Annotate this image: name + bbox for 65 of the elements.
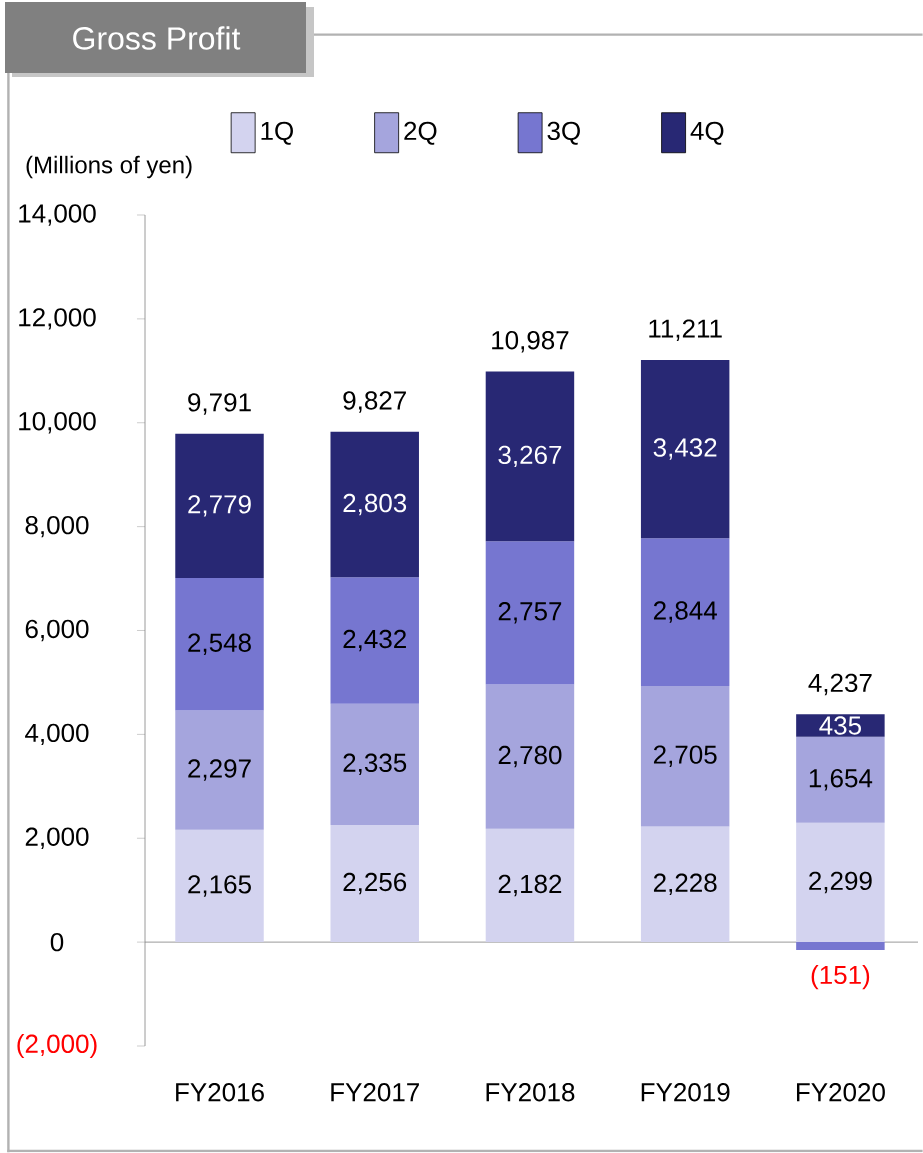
bar <box>640 359 730 539</box>
data-label: 2,182 <box>498 874 562 897</box>
y-tick-label: 8,000 <box>25 515 89 538</box>
bar <box>485 541 575 685</box>
bar <box>175 710 264 830</box>
y-axis-title: (Millions of yen) <box>26 155 192 179</box>
data-label: (151) <box>811 965 870 990</box>
data-label: 2,335 <box>343 753 407 776</box>
bar <box>175 829 264 943</box>
x-tick-label: FY2020 <box>797 1083 885 1102</box>
legend-label: 1Q <box>261 121 293 145</box>
bar <box>640 538 730 686</box>
x-tick-label: FY2017 <box>331 1083 419 1102</box>
bar <box>330 703 419 825</box>
data-label: 2,299 <box>809 871 872 894</box>
legend-label: 3Q <box>547 121 580 145</box>
x-tick-label: FY2019 <box>641 1083 730 1102</box>
y-tick-label: 12,000 <box>19 308 96 330</box>
data-label: 2,779 <box>188 495 251 517</box>
y-tick-label: 4,000 <box>25 723 89 746</box>
total-label: 9,827 <box>343 391 406 413</box>
chart-title: Gross Profit <box>73 26 241 50</box>
data-label: 2,256 <box>343 872 407 895</box>
data-label: 2,705 <box>653 745 717 767</box>
bar <box>330 577 419 704</box>
bar <box>485 371 575 542</box>
total-label: 10,987 <box>492 330 569 353</box>
data-label: 2,297 <box>188 759 251 781</box>
y-tick-label: 6,000 <box>25 619 89 642</box>
y-tick-label: 0 <box>50 932 64 952</box>
bar <box>175 433 264 579</box>
data-label: 3,267 <box>498 445 562 468</box>
bar <box>330 431 419 578</box>
legend-label: 2Q <box>404 121 437 145</box>
data-label: 2,803 <box>343 493 407 516</box>
data-label: 2,548 <box>188 633 251 655</box>
data-label: 2,165 <box>188 875 251 897</box>
bar <box>485 828 575 943</box>
bar <box>640 685 730 827</box>
y-tick-label: 10,000 <box>19 412 96 434</box>
bar <box>175 578 264 711</box>
legend-label: 4Q <box>690 121 724 145</box>
data-label: 2,432 <box>343 629 406 652</box>
x-tick-label: FY2018 <box>486 1083 575 1102</box>
total-label: 9,791 <box>188 393 251 415</box>
bar <box>796 942 885 950</box>
data-label: 2,757 <box>498 602 562 624</box>
bar <box>796 714 885 737</box>
bar <box>796 736 885 823</box>
bar <box>485 684 575 829</box>
y-tick-label: (2,000) <box>17 1033 97 1059</box>
data-label: 435 <box>819 716 861 735</box>
total-label: 4,237 <box>808 673 872 696</box>
data-label: 3,432 <box>653 438 717 460</box>
y-tick-label: 14,000 <box>19 204 96 226</box>
bar <box>330 824 419 943</box>
data-label: 2,228 <box>653 873 717 896</box>
bar <box>796 822 885 943</box>
data-label: 2,780 <box>498 745 562 768</box>
bar <box>640 826 730 943</box>
data-label: 1,654 <box>809 769 873 791</box>
y-tick-label: 2,000 <box>25 827 89 849</box>
data-label: 2,844 <box>653 601 717 623</box>
total-label: 11,211 <box>649 319 722 341</box>
x-tick-label: FY2016 <box>176 1083 264 1102</box>
